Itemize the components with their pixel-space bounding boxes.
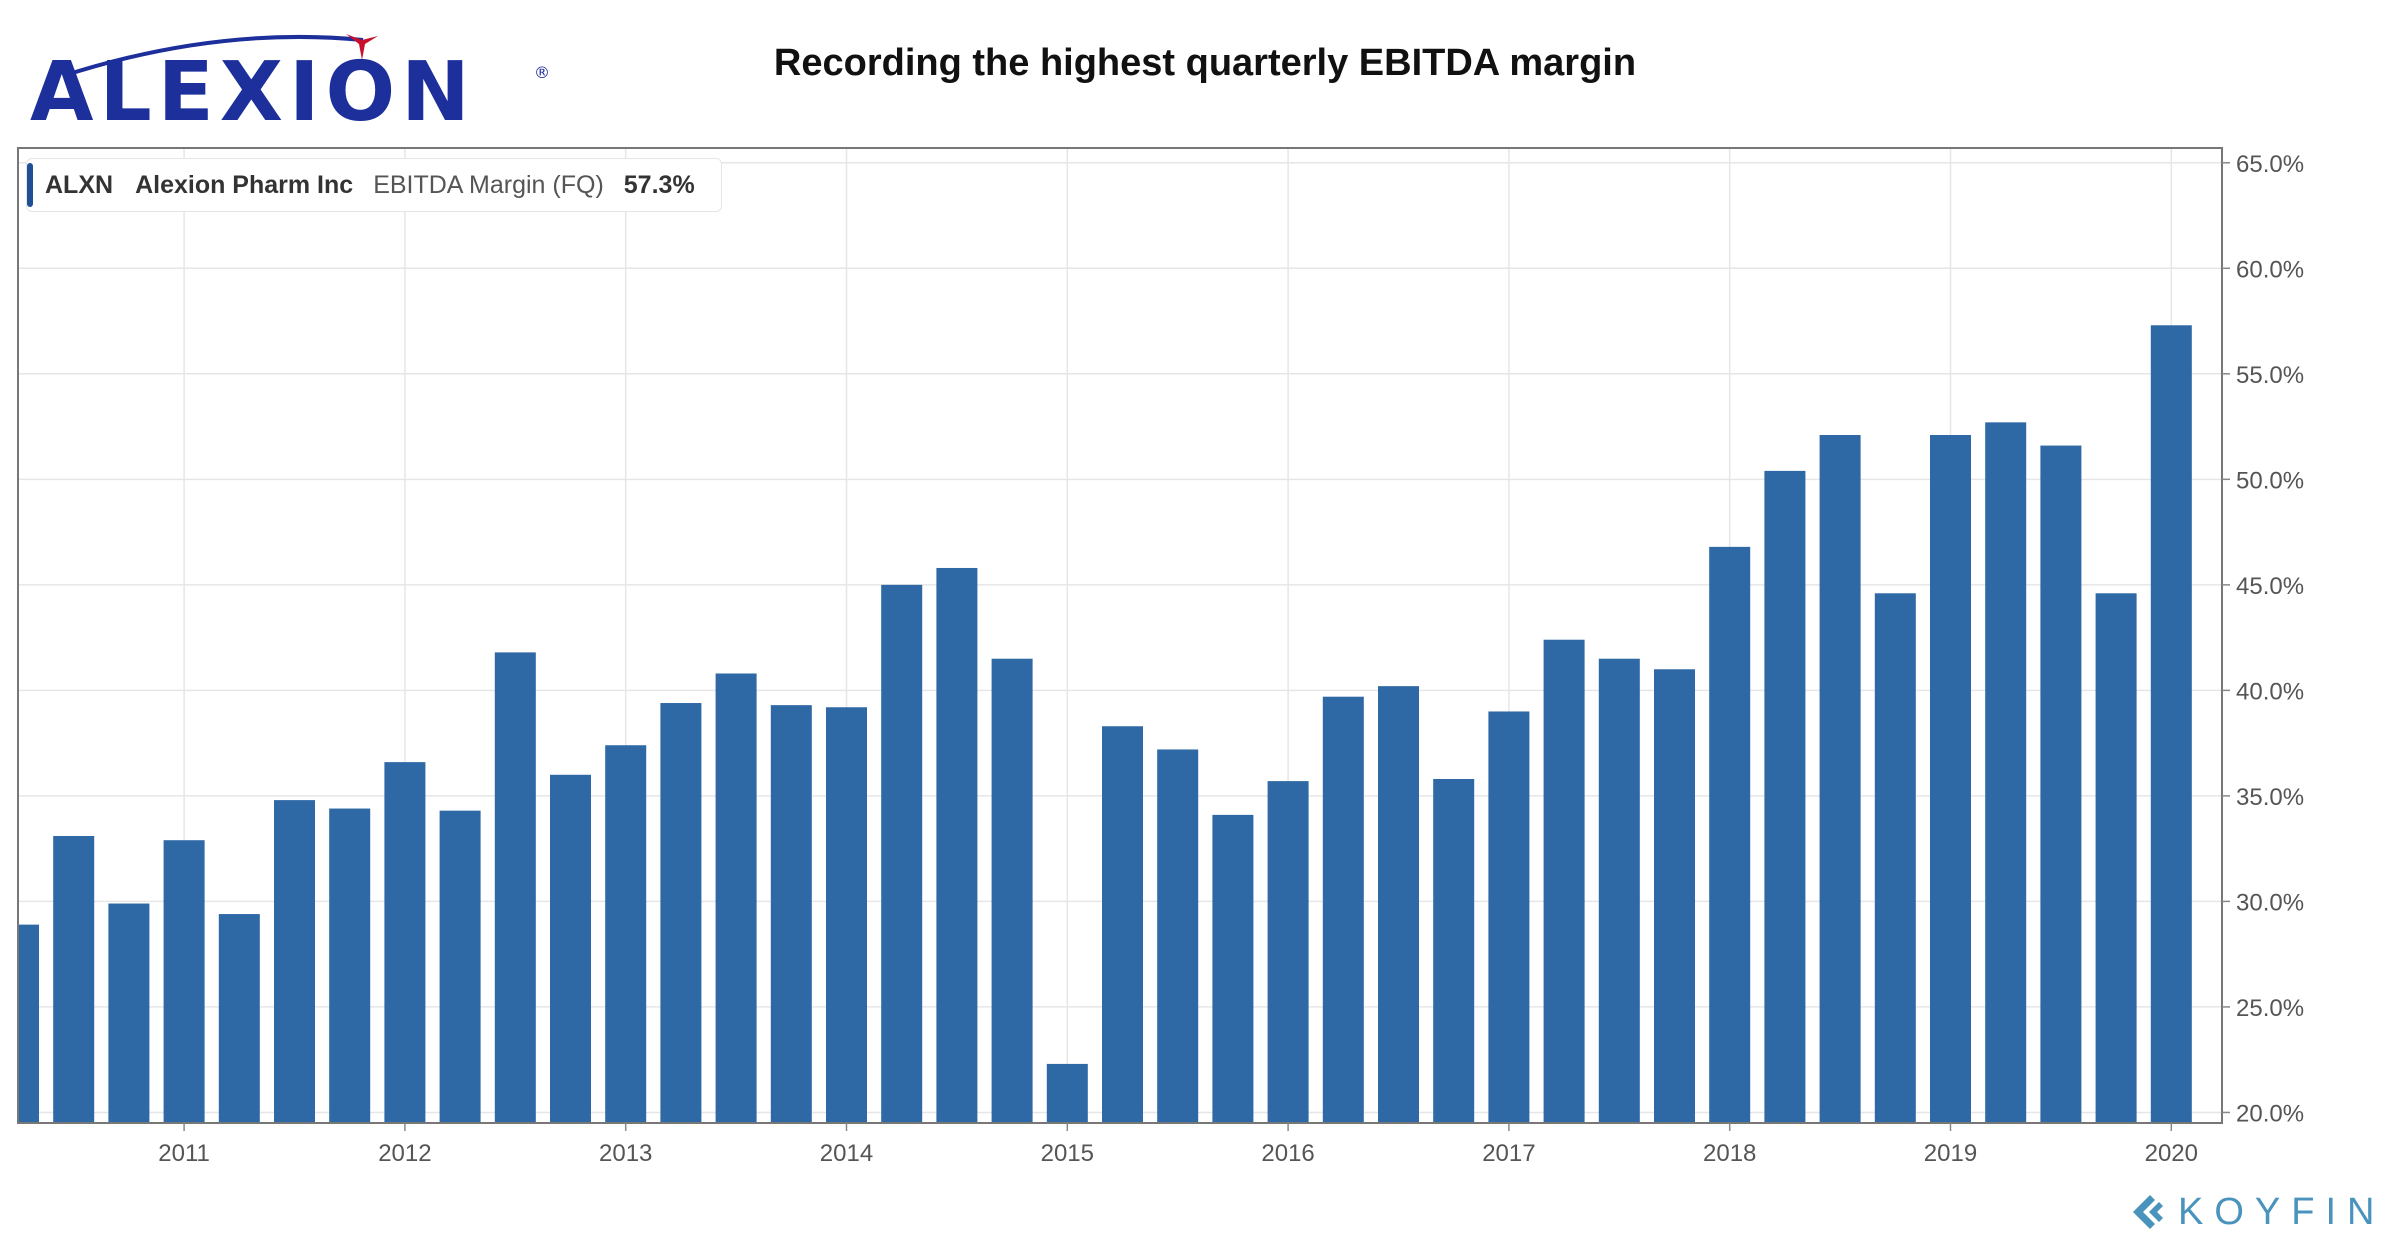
bar bbox=[826, 707, 867, 1123]
alexion-logo-graphic: ALEXION ® bbox=[30, 34, 550, 140]
bar bbox=[1654, 669, 1695, 1123]
chart-title: Recording the highest quarterly EBITDA m… bbox=[773, 42, 1637, 84]
bar bbox=[274, 800, 315, 1123]
bar bbox=[936, 567, 978, 1123]
bar bbox=[1488, 711, 1530, 1123]
x-tick-label: 2020 bbox=[2145, 1140, 2198, 1167]
bar bbox=[605, 745, 647, 1123]
series-legend[interactable]: ALXN Alexion Pharm Inc EBITDA Margin (FQ… bbox=[26, 158, 722, 212]
bar bbox=[1322, 696, 1364, 1123]
logo-wordmark: ALEXION bbox=[30, 45, 476, 134]
y-tick-label: 40.0% bbox=[2236, 678, 2304, 705]
legend-color-marker bbox=[27, 163, 33, 207]
bar bbox=[1598, 658, 1640, 1123]
y-tick-label: 60.0% bbox=[2236, 256, 2304, 283]
bar bbox=[2040, 445, 2082, 1123]
bar bbox=[715, 673, 757, 1123]
bar bbox=[1433, 779, 1475, 1123]
koyfin-wordmark: KOYFIN bbox=[2178, 1190, 2386, 1233]
y-tick-label: 35.0% bbox=[2236, 784, 2304, 811]
bar bbox=[439, 810, 481, 1123]
x-tick-label: 2017 bbox=[1482, 1140, 1535, 1167]
bar bbox=[384, 762, 426, 1123]
bar bbox=[991, 658, 1033, 1123]
bar bbox=[53, 835, 95, 1123]
bar bbox=[329, 808, 371, 1123]
y-tick-label: 20.0% bbox=[2236, 1100, 2304, 1127]
bar bbox=[1378, 686, 1419, 1123]
x-tick-label: 2011 bbox=[158, 1140, 210, 1167]
x-tick-label: 2014 bbox=[820, 1140, 873, 1167]
bar bbox=[881, 584, 923, 1123]
alexion-logo: ALEXION ® bbox=[28, 24, 550, 140]
bar bbox=[660, 703, 702, 1123]
logo-swoosh bbox=[62, 34, 364, 78]
y-tick-label: 25.0% bbox=[2236, 995, 2304, 1022]
bar bbox=[163, 840, 205, 1123]
x-tick-label: 2019 bbox=[1924, 1140, 1977, 1167]
y-tick-label: 50.0% bbox=[2236, 467, 2304, 494]
x-tick-label: 2013 bbox=[599, 1140, 652, 1167]
y-tick-label: 65.0% bbox=[2236, 151, 2304, 178]
bar bbox=[2095, 593, 2137, 1123]
bar bbox=[1819, 435, 1861, 1123]
legend-value: 57.3% bbox=[623, 170, 695, 199]
koyfin-logo-icon bbox=[2133, 1195, 2163, 1229]
x-tick-label: 2016 bbox=[1261, 1140, 1314, 1167]
bar bbox=[218, 914, 260, 1123]
plot-frame bbox=[17, 147, 2223, 1124]
legend-metric: EBITDA Margin (FQ) bbox=[373, 170, 604, 199]
y-tick-label: 45.0% bbox=[2236, 573, 2304, 600]
bar bbox=[2150, 325, 2192, 1124]
bar bbox=[494, 652, 536, 1123]
bar bbox=[1212, 814, 1254, 1123]
koyfin-brand: KOYFIN bbox=[2128, 1190, 2390, 1234]
bar bbox=[1157, 749, 1199, 1123]
bar bbox=[550, 774, 591, 1123]
bar bbox=[1267, 781, 1309, 1123]
x-tick-label: 2015 bbox=[1041, 1140, 1094, 1167]
bar bbox=[1102, 726, 1143, 1123]
bar bbox=[1046, 1063, 1088, 1123]
y-tick-label: 30.0% bbox=[2236, 889, 2304, 916]
x-tick-label: 2018 bbox=[1703, 1140, 1756, 1167]
bar bbox=[1930, 435, 1971, 1123]
x-tick-label: 2012 bbox=[378, 1140, 431, 1167]
bar bbox=[1985, 422, 2027, 1123]
y-tick-label: 55.0% bbox=[2236, 362, 2304, 389]
logo-registered-mark: ® bbox=[534, 63, 548, 82]
bar bbox=[1764, 470, 1806, 1123]
bar bbox=[108, 903, 150, 1123]
legend-company: Alexion Pharm Inc bbox=[135, 170, 354, 199]
legend-ticker: ALXN bbox=[45, 170, 114, 199]
bar bbox=[1543, 639, 1585, 1123]
bar bbox=[770, 705, 812, 1123]
logo-star-mark bbox=[346, 34, 378, 60]
bar bbox=[1874, 593, 1916, 1123]
bar bbox=[18, 924, 39, 1123]
bar bbox=[1709, 546, 1751, 1123]
